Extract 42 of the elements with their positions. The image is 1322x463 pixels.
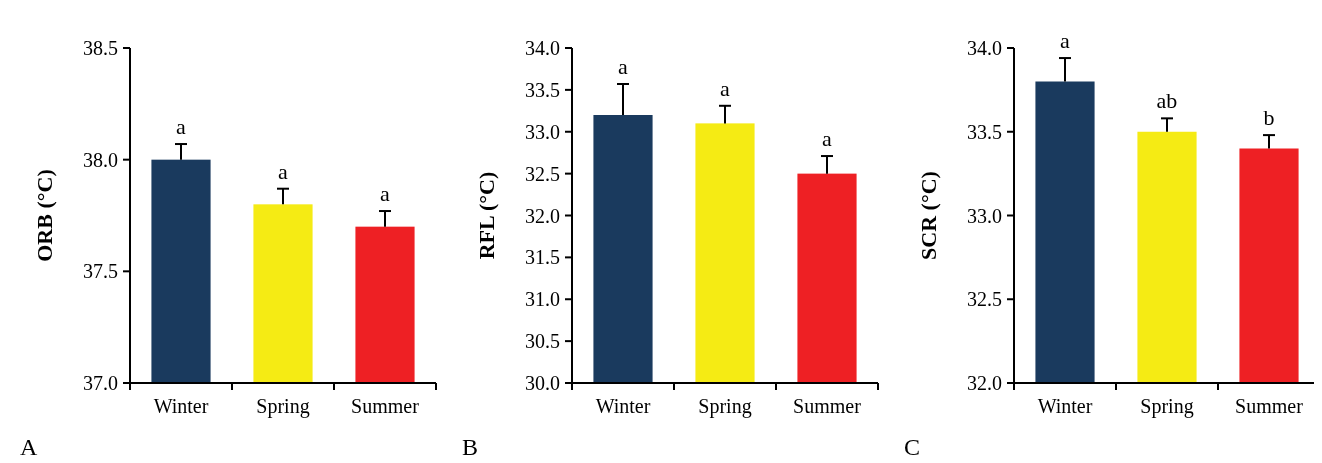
y-tick-label: 33.0	[967, 204, 1002, 227]
x-tick-label: Spring	[698, 395, 752, 418]
y-tick-label: 32.5	[525, 162, 560, 185]
text: B	[462, 434, 479, 460]
x-tick-label: Spring	[256, 395, 310, 418]
y-tick-label: 38.5	[83, 37, 118, 59]
annotation: a	[176, 114, 187, 140]
y-tick-label: 37.0	[83, 372, 118, 394]
annotation: a	[618, 54, 629, 80]
x-tick-label: Winter	[1037, 395, 1093, 417]
text: C	[904, 434, 921, 460]
y-tick-label: 31.0	[525, 288, 560, 311]
y-tick-label: 38.0	[83, 148, 118, 171]
x-tick-label: Summer	[351, 395, 420, 417]
y-tick-label: 33.0	[525, 120, 560, 143]
text: A	[20, 434, 38, 460]
y-axis-title: ORB (°C)	[32, 169, 57, 262]
annotation: a	[822, 126, 833, 152]
y-tick-label: 34.0	[525, 37, 560, 59]
y-tick-label: 32.5	[967, 288, 1002, 311]
annotation: a	[380, 181, 391, 207]
annotation: b	[1263, 105, 1275, 131]
annotation: a	[720, 75, 731, 101]
y-tick-label: 30.0	[525, 372, 560, 394]
y-tick-label: 37.5	[83, 260, 118, 283]
annotation: ab	[1156, 88, 1178, 114]
x-tick-label: Spring	[1140, 395, 1194, 418]
y-axis-title: SCR (°C)	[916, 171, 941, 260]
y-tick-label: 31.5	[525, 246, 560, 269]
y-tick-label: 33.5	[525, 78, 560, 101]
annotation: a	[278, 158, 289, 184]
y-tick-label: 30.5	[525, 330, 560, 353]
y-tick-label: 34.0	[967, 37, 1002, 59]
y-tick-label: 32.0	[967, 372, 1002, 394]
annotation: a	[1060, 28, 1071, 54]
y-tick-label: 33.5	[967, 120, 1002, 143]
x-tick-label: Summer	[1235, 395, 1304, 417]
y-tick-label: 32.0	[525, 204, 560, 227]
y-axis-title: RFL (°C)	[474, 171, 499, 260]
x-tick-label: Winter	[153, 395, 209, 417]
x-tick-label: Winter	[595, 395, 651, 417]
x-tick-label: Summer	[793, 395, 862, 417]
